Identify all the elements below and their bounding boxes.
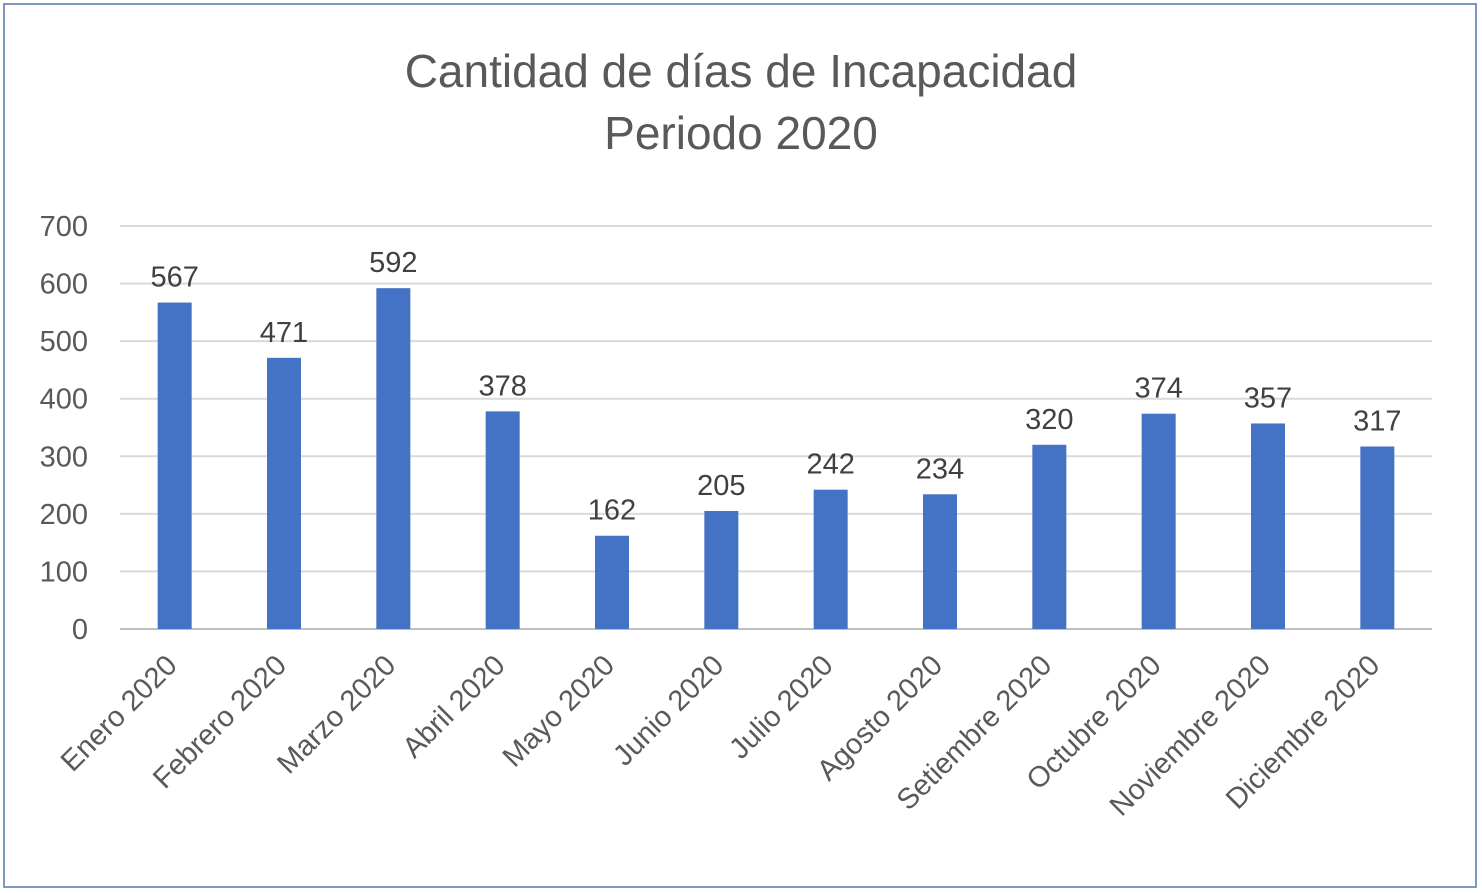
- x-tick-label: Marzo 2020: [271, 649, 402, 780]
- bar: [923, 494, 957, 629]
- bar: [1141, 413, 1176, 629]
- data-label: 234: [916, 453, 964, 485]
- data-label: 357: [1244, 382, 1292, 414]
- y-tick-label: 400: [40, 384, 88, 416]
- x-tick-label: Julio 2020: [723, 649, 839, 765]
- bar: [485, 411, 520, 629]
- y-tick-label: 200: [40, 499, 88, 531]
- data-label: 320: [1025, 404, 1073, 436]
- data-label: 592: [369, 247, 417, 279]
- bar: [813, 489, 848, 629]
- data-label: 205: [697, 470, 745, 502]
- bar: [1360, 446, 1395, 629]
- x-tick-label: Abril 2020: [397, 649, 512, 764]
- chart-title: Cantidad de días de Incapacidad Periodo …: [0, 40, 1482, 164]
- bar: [157, 302, 192, 629]
- bar: [267, 357, 301, 629]
- bar: [1251, 423, 1285, 629]
- data-label: 374: [1134, 373, 1182, 405]
- bar: [595, 535, 629, 629]
- bars: [157, 288, 1395, 629]
- chart-title-line-1: Cantidad de días de Incapacidad: [404, 45, 1078, 97]
- y-tick-label: 500: [40, 326, 88, 358]
- y-tick-label: 600: [40, 269, 88, 301]
- y-tick-label: 300: [40, 441, 88, 473]
- chart-title-line-2: Periodo 2020: [604, 107, 878, 159]
- data-label: 317: [1353, 405, 1401, 437]
- y-tick-label: 700: [40, 211, 88, 243]
- data-label: 242: [806, 449, 854, 481]
- bar: [704, 510, 739, 629]
- y-tick-label: 100: [40, 556, 88, 588]
- gridlines: [120, 225, 1432, 630]
- chart-frame: [3, 3, 1477, 888]
- data-label: 162: [588, 495, 636, 527]
- y-tick-label: 0: [72, 614, 88, 646]
- data-label: 567: [150, 262, 198, 294]
- data-labels: 567 471 592 378 162 205 242 234 320 374 357 317: [150, 247, 1401, 527]
- bar: [1032, 444, 1067, 629]
- x-tick-label: Junio 2020: [607, 649, 730, 772]
- x-tick-label: Mayo 2020: [497, 649, 621, 773]
- data-label: 378: [478, 370, 526, 402]
- bar: [376, 288, 411, 629]
- y-axis-tick-labels: 0 100 200 300 400 500 600 700: [40, 211, 88, 646]
- data-label: 471: [260, 317, 308, 349]
